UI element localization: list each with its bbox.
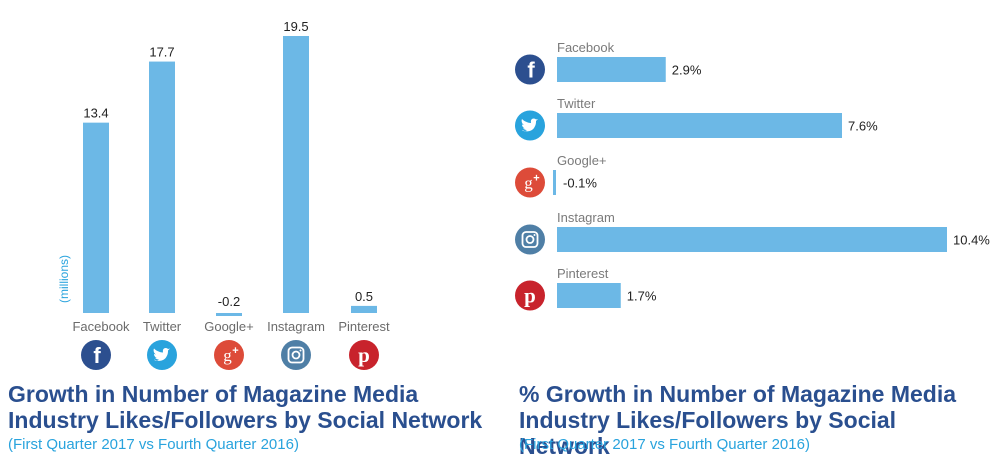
left-chart-title: Growth in Number of Magazine Media Indus… xyxy=(8,381,483,433)
bar-twitter xyxy=(557,113,842,138)
bar-facebook xyxy=(83,122,109,314)
left-chart-subtitle: (First Quarter 2017 vs Fourth Quarter 20… xyxy=(8,436,299,453)
bar-google xyxy=(216,313,242,316)
value-label: 1.7% xyxy=(627,289,657,304)
category-label: Pinterest xyxy=(557,266,609,281)
svg-text:+: + xyxy=(232,345,238,357)
instagram-icon xyxy=(515,224,545,255)
value-label: 2.9% xyxy=(672,63,702,78)
category-label: Google+ xyxy=(204,319,254,334)
value-label: 0.5 xyxy=(355,289,373,304)
bar-twitter xyxy=(149,61,175,313)
bar-pinterest xyxy=(557,283,621,308)
svg-text:g: g xyxy=(223,346,232,365)
pinterest-icon: p xyxy=(515,280,545,311)
google-plus-icon: g + xyxy=(515,167,545,198)
category-label: Twitter xyxy=(557,96,596,111)
svg-text:g: g xyxy=(524,174,533,193)
value-label: 10.4% xyxy=(953,233,990,248)
value-label: -0.1% xyxy=(563,176,597,191)
bar-instagram xyxy=(557,227,947,252)
category-label: Pinterest xyxy=(338,319,390,334)
twitter-icon xyxy=(147,340,177,370)
right-chart-title: % Growth in Number of Magazine Media Ind… xyxy=(519,381,957,459)
facebook-icon: f xyxy=(81,340,111,370)
value-label: 13.4 xyxy=(83,106,108,121)
instagram-icon xyxy=(281,340,311,370)
svg-text:f: f xyxy=(93,343,101,368)
category-label: Google+ xyxy=(557,153,607,168)
category-label: Instagram xyxy=(267,319,325,334)
google-plus-icon: g + xyxy=(214,340,244,370)
category-label: Instagram xyxy=(557,210,615,225)
twitter-icon xyxy=(515,110,545,141)
y-axis-label: (millions) xyxy=(57,255,71,303)
pinterest-icon: p xyxy=(349,340,379,370)
svg-text:p: p xyxy=(524,284,536,308)
right-bar-chart: Facebook 2.9% f Twitter 7.6% Google+ -0.1% g + In… xyxy=(515,40,990,311)
svg-text:p: p xyxy=(358,343,370,367)
left-bar-chart: (millions) 13.4 Facebook f 17.7 Twitter -0.2 Go… xyxy=(57,19,390,370)
bar-facebook xyxy=(557,57,666,82)
bar-instagram xyxy=(283,36,309,313)
facebook-icon: f xyxy=(515,54,545,85)
value-label: 17.7 xyxy=(149,45,174,60)
bar-pinterest xyxy=(351,305,377,313)
category-label: Facebook xyxy=(72,319,130,334)
value-label: 7.6% xyxy=(848,119,878,134)
category-label: Facebook xyxy=(557,40,615,55)
value-label: -0.2 xyxy=(218,294,240,309)
bar-google xyxy=(553,170,556,195)
category-label: Twitter xyxy=(143,319,182,334)
value-label: 19.5 xyxy=(283,19,308,34)
svg-text:f: f xyxy=(527,58,535,83)
svg-text:+: + xyxy=(533,173,539,185)
right-chart-subtitle: (First Quarter 2017 vs Fourth Quarter 20… xyxy=(519,436,810,453)
